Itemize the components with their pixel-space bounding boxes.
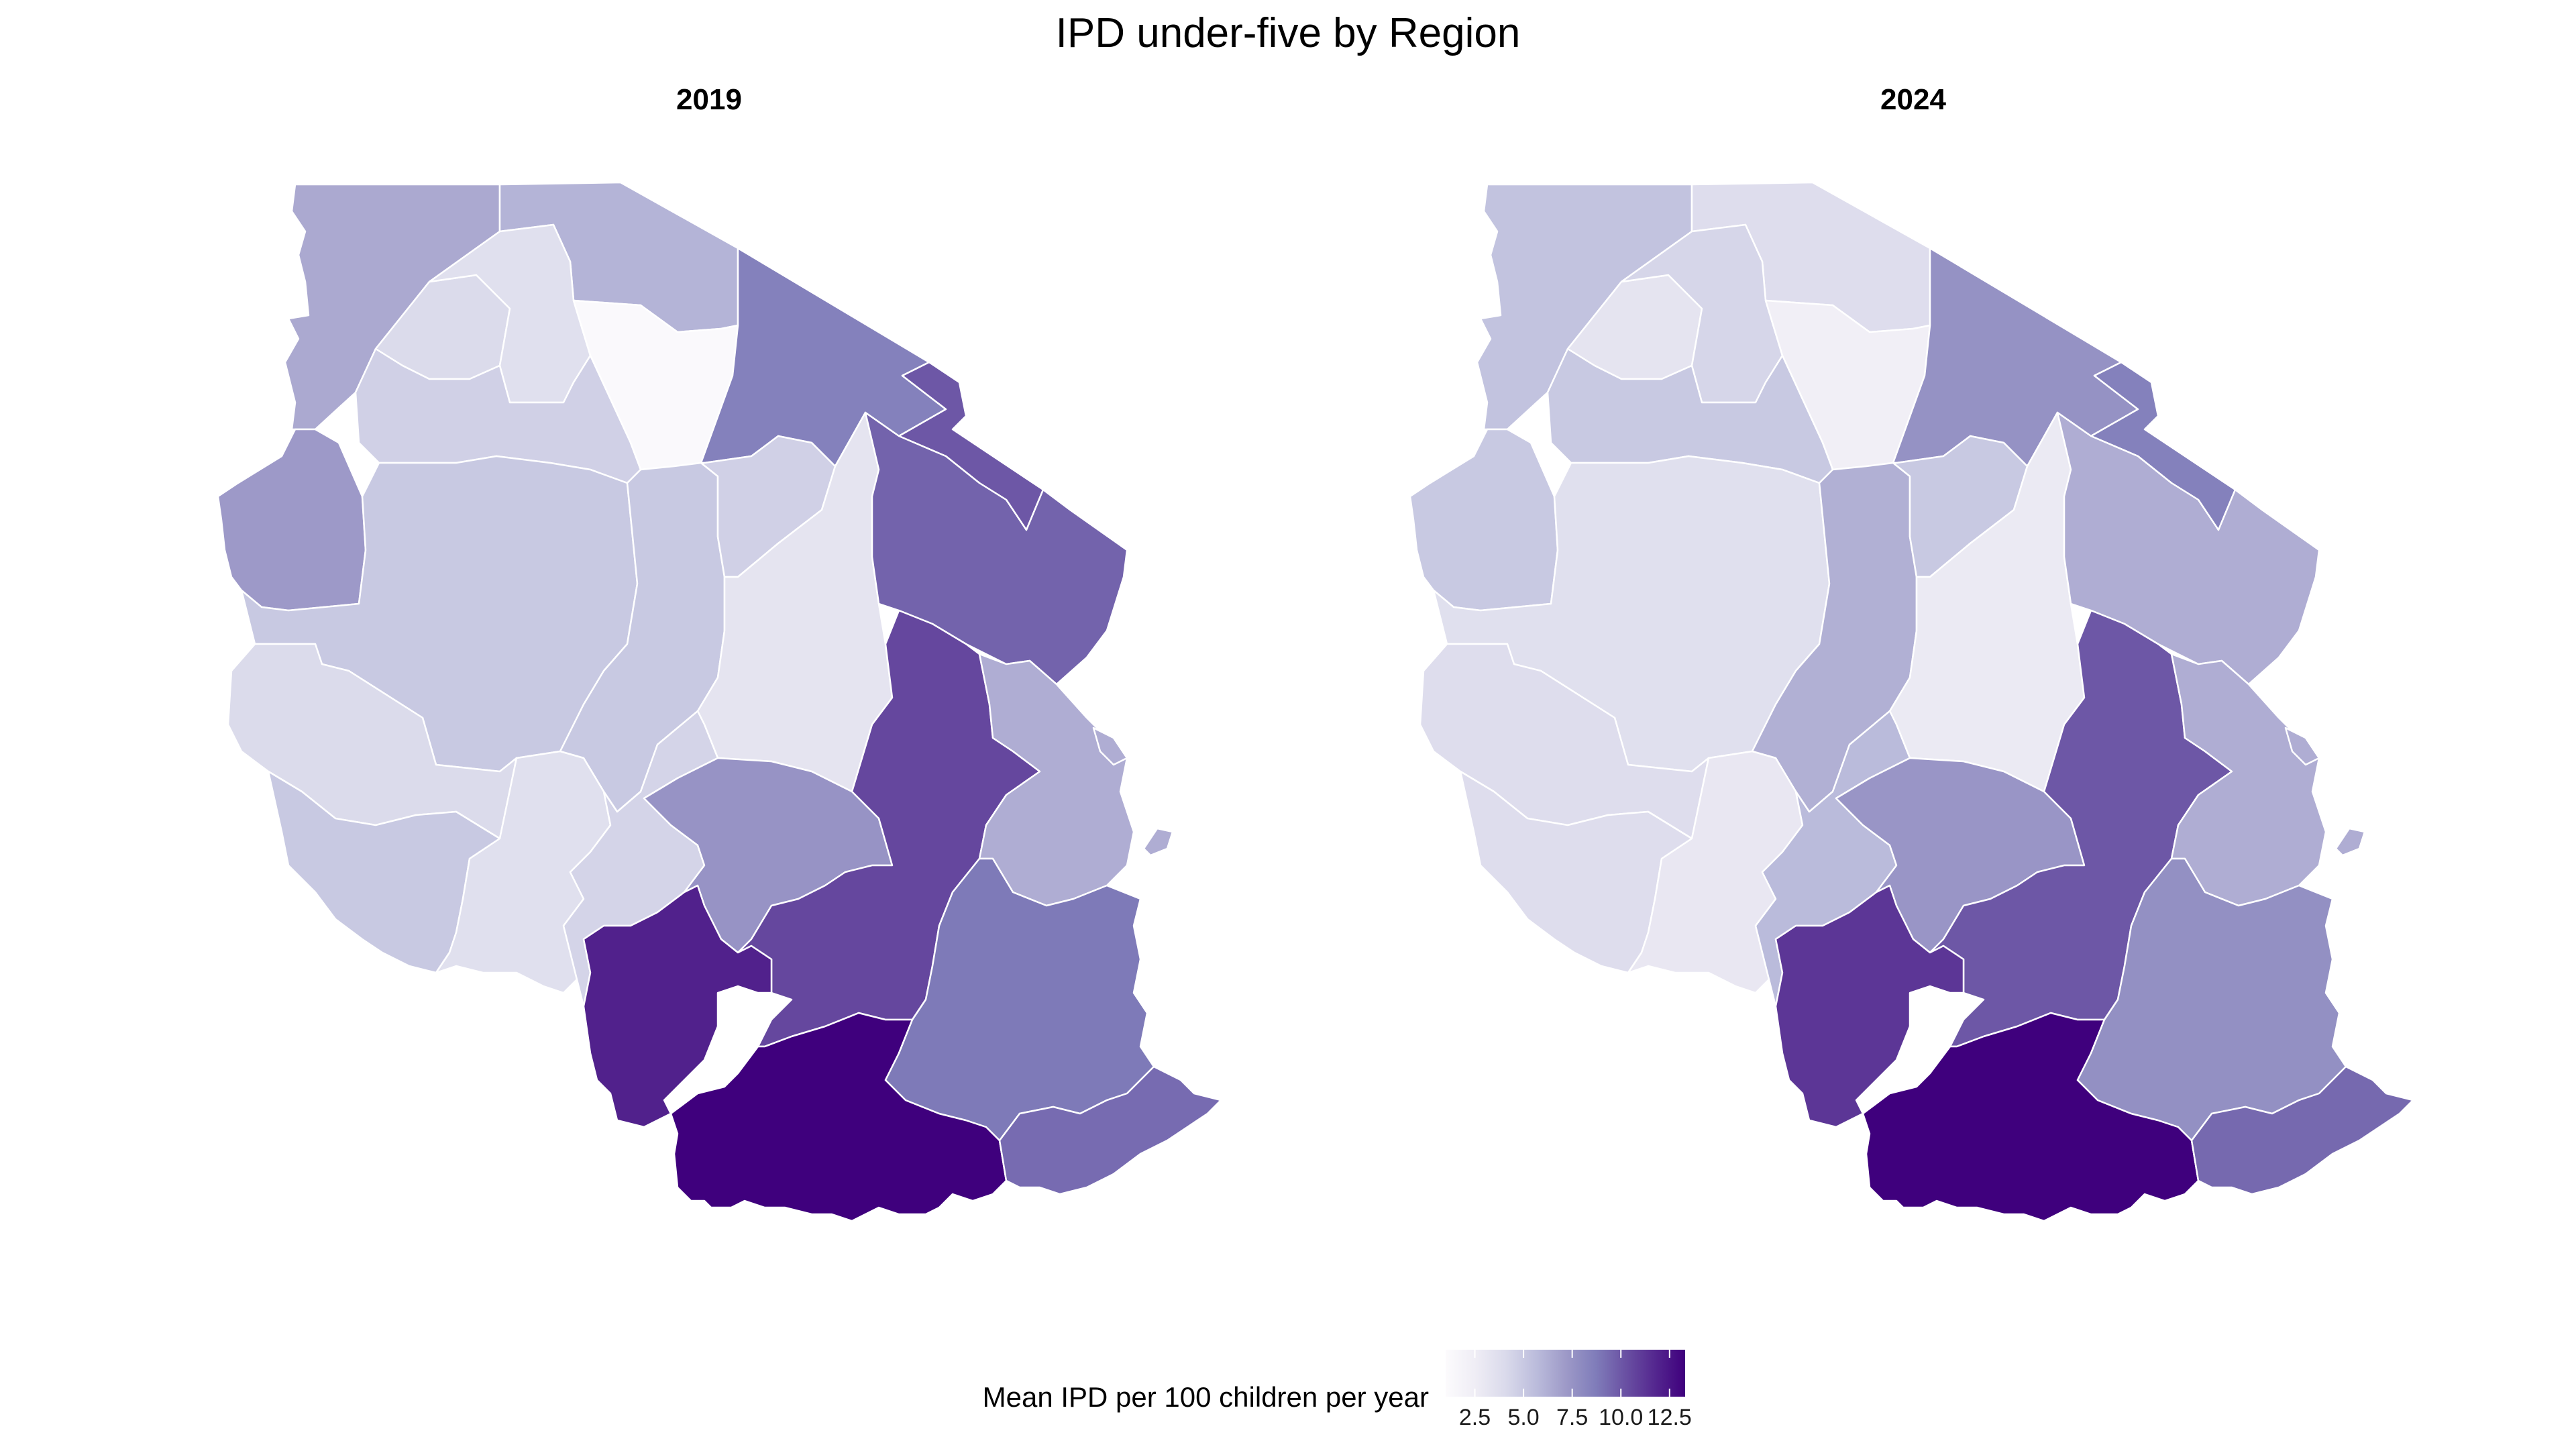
- region-lindi-2024: [2076, 857, 2347, 1142]
- region-kigoma-2024: [1409, 428, 1559, 612]
- legend-ticks: 2.5 5.0 7.5 10.0 12.5: [1459, 1350, 1692, 1430]
- facet-label-2024: 2024: [1880, 83, 1946, 116]
- island-1-2019: [1092, 727, 1128, 766]
- region-ruvuma-2019: [669, 1012, 1008, 1222]
- region-njombe-2024: [1774, 884, 1965, 1128]
- map-panel-2024: [1409, 181, 2414, 1222]
- legend-tick-label: 12.5: [1648, 1405, 1692, 1430]
- region-tanga-2024: [2056, 411, 2320, 686]
- legend-tick-label: 10.0: [1599, 1405, 1643, 1430]
- region-kigoma-2019: [217, 428, 367, 612]
- facet-label-2019: 2019: [676, 83, 742, 116]
- chart-title: IPD under-five by Region: [1056, 10, 1521, 56]
- island-2-2019: [1142, 827, 1174, 857]
- region-lindi-2019: [884, 857, 1155, 1142]
- region-tanga-2019: [864, 411, 1128, 686]
- map-panel-2019: [217, 181, 1222, 1222]
- legend-tick-label: 7.5: [1556, 1405, 1588, 1430]
- region-ruvuma-2024: [1862, 1012, 2200, 1222]
- legend-title: Mean IPD per 100 children per year: [983, 1381, 1429, 1413]
- legend-tick-label: 5.0: [1507, 1405, 1539, 1430]
- island-2-2024: [2334, 827, 2366, 857]
- legend: Mean IPD per 100 children per year 2.5 5.…: [983, 1350, 1692, 1430]
- legend-colorbar: [1446, 1350, 1685, 1397]
- legend-tick-label: 2.5: [1459, 1405, 1491, 1430]
- island-1-2024: [2284, 727, 2320, 766]
- region-mtwara-2019: [998, 1065, 1222, 1195]
- region-njombe-2019: [582, 884, 773, 1128]
- region-mtwara-2024: [2190, 1065, 2414, 1195]
